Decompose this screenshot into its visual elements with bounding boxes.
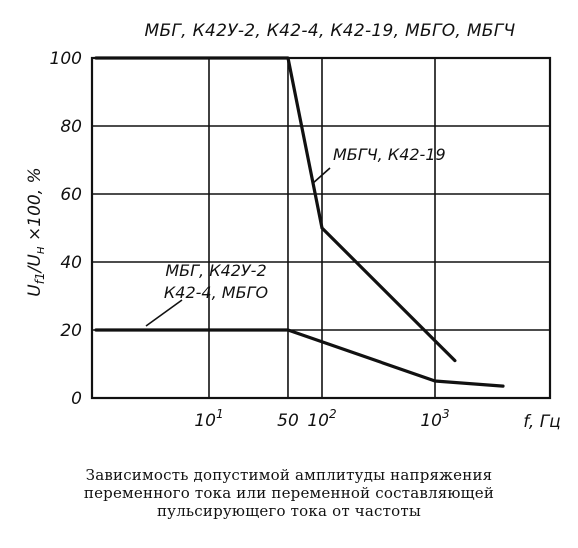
plot-frame <box>90 56 552 400</box>
series-annotation: МБГ, К42У-2 <box>165 261 266 280</box>
annotation-leader-line <box>311 167 331 185</box>
series-annotation: К42-4, МБГО <box>164 283 268 302</box>
series-layer <box>94 56 505 388</box>
y-axis-label: Uf1/Uн ×100, % <box>25 167 47 296</box>
caption-line: Зависимость допустимой амплитуды напряже… <box>85 466 493 484</box>
annotation-leader-line <box>145 299 183 327</box>
x-axis-ticks: 101 50 102 103 <box>194 407 449 431</box>
figure-caption: Зависимость допустимой амплитуды напряже… <box>0 466 578 520</box>
x-axis-label: f, Гц <box>523 412 561 432</box>
y-tick-label: 100 <box>50 49 82 69</box>
y-tick-label: 20 <box>60 321 82 341</box>
chart: МБГ, К42У-2, К42-4, К42-19, МБГО, МБГЧ М… <box>25 21 561 432</box>
series-annotation: МБГЧ, К42-19 <box>333 145 446 164</box>
x-tick-label: 50 <box>277 411 299 431</box>
y-axis-ticks: 0 20 40 60 80 100 <box>50 49 82 409</box>
chart-header: МБГ, К42У-2, К42-4, К42-19, МБГО, МБГЧ <box>144 21 515 41</box>
y-tick-label: 60 <box>60 185 82 205</box>
series-line-1 <box>94 56 457 363</box>
annotation-layer: МБГЧ, К42-19 МБГ, К42У-2 К42-4, МБГО <box>145 145 446 327</box>
grid-lines <box>92 58 550 398</box>
x-tick-label: 103 <box>420 407 449 431</box>
caption-line: переменного тока или переменной составля… <box>83 484 495 502</box>
y-tick-label: 80 <box>60 117 82 137</box>
x-tick-label: 101 <box>194 407 223 431</box>
y-tick-label: 0 <box>71 389 82 409</box>
y-tick-label: 40 <box>60 253 82 273</box>
series-line-2 <box>94 328 505 388</box>
caption-line: пульсирующего тока от частоты <box>156 502 422 520</box>
x-tick-label: 102 <box>307 407 336 431</box>
plot-area: МБГЧ, К42-19 МБГ, К42У-2 К42-4, МБГО <box>90 56 552 400</box>
